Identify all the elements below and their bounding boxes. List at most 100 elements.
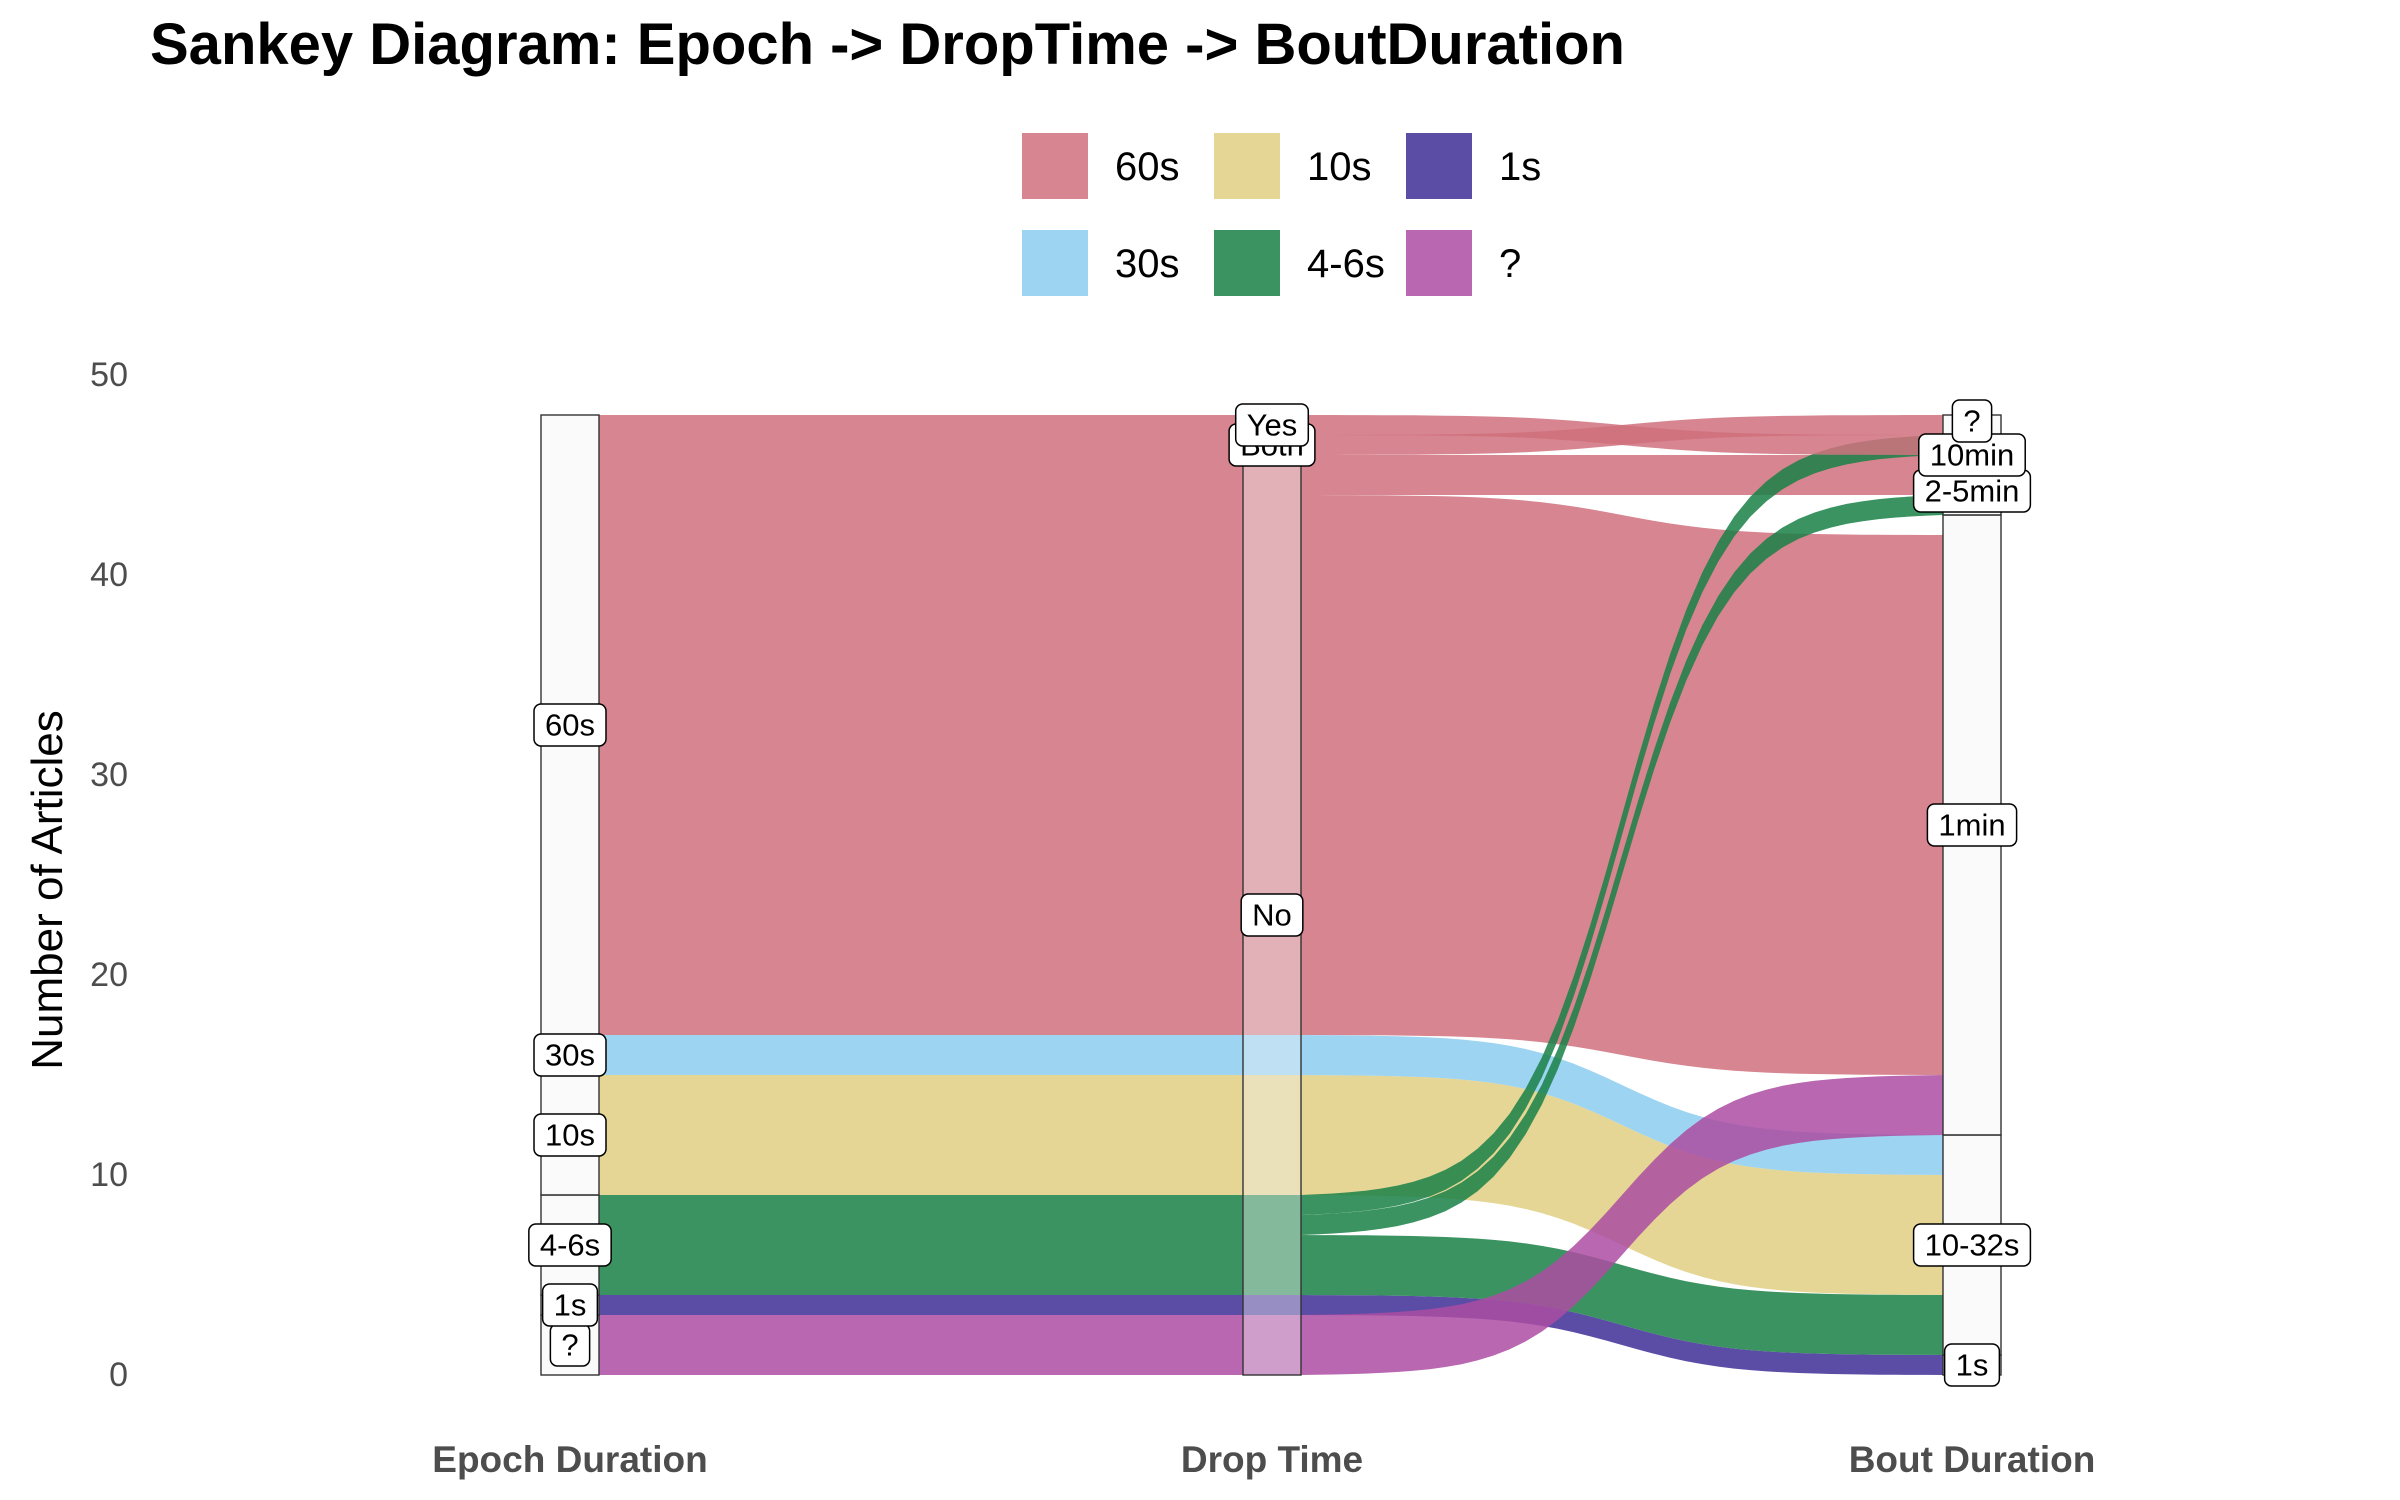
flow-60s-no-1min-through-drop bbox=[1243, 495, 1301, 1035]
chart-title: Sankey Diagram: Epoch -> DropTime -> Bou… bbox=[150, 12, 1625, 77]
y-tick-30: 30 bbox=[90, 756, 128, 794]
stage-label-bout: Bout Duration bbox=[1849, 1439, 2096, 1480]
y-tick-40: 40 bbox=[90, 556, 128, 594]
node-label-text: 10-32s bbox=[1925, 1228, 2020, 1263]
node-label-box bbox=[1912, 1223, 2032, 1267]
flow-10s-no-10-32s-through-drop bbox=[1243, 1075, 1301, 1195]
legend-label: 4-6s bbox=[1307, 242, 1385, 286]
node-label-bout-1s: 1s bbox=[1943, 1343, 2001, 1387]
legend-swatch bbox=[1214, 230, 1280, 296]
legend-item-4-6s: 4-6s bbox=[1214, 230, 1385, 296]
node-label-text: 60s bbox=[545, 708, 595, 743]
node-label-box bbox=[541, 1283, 599, 1327]
flow-4-6s-no-10-32s-left bbox=[599, 1235, 1243, 1295]
flow-60s-yes-2-5min-left bbox=[599, 415, 1243, 435]
node-label-text: 4-6s bbox=[540, 1228, 600, 1263]
legend-item-unknown: ? bbox=[1406, 230, 1521, 296]
node-label-text: 1min bbox=[1938, 808, 2005, 843]
y-tick-50: 50 bbox=[90, 356, 128, 394]
node-label-text: ? bbox=[1963, 404, 1980, 439]
node-label-epoch-4-6s: 4-6s bbox=[528, 1223, 612, 1267]
y-tick-20: 20 bbox=[90, 956, 128, 994]
flow-unknown-no-1min-through-drop bbox=[1243, 1315, 1301, 1375]
node-label-box bbox=[533, 1033, 607, 1077]
node-label-box bbox=[1240, 893, 1304, 937]
node-label-box bbox=[533, 1113, 607, 1157]
legend-label: ? bbox=[1499, 242, 1521, 286]
flow-1s-no-1s-through-drop bbox=[1243, 1295, 1301, 1315]
flow-30s-no-10-32s-through-drop bbox=[1243, 1035, 1301, 1075]
flow-60s-both-unknown-left bbox=[599, 435, 1243, 455]
flow-4-6s-no-10min-right bbox=[1301, 435, 1943, 1215]
y-tick-10: 10 bbox=[90, 1156, 128, 1194]
node-label-text: No bbox=[1252, 898, 1292, 933]
node-label-text: 10s bbox=[545, 1118, 595, 1153]
legend-swatch bbox=[1406, 133, 1472, 199]
flow-unknown-no-1min-left bbox=[599, 1315, 1243, 1375]
flow-60s-no-1min-left bbox=[599, 495, 1243, 1035]
node-label-box bbox=[1926, 803, 2018, 847]
node-label-text: 10min bbox=[1930, 438, 2014, 473]
flow-60s-yes-2-5min-right bbox=[1301, 415, 1943, 455]
legend-item-60s: 60s bbox=[1022, 133, 1180, 199]
node-label-bout-2-5min: 2-5min bbox=[1912, 469, 2032, 513]
node-label-epoch-unknown: ? bbox=[549, 1323, 591, 1367]
y-axis-ticks: 0 10 20 30 40 50 bbox=[90, 356, 128, 1394]
legend-item-30s: 30s bbox=[1022, 230, 1180, 296]
flow-4-6s-no-10-32s-through-drop bbox=[1243, 1235, 1301, 1295]
legend-item-10s: 10s bbox=[1214, 133, 1372, 199]
node-labels-layer: ?1s4-6s10s30s60sNoBothYes1s10-32s1min2-5… bbox=[528, 399, 2032, 1387]
flow-unknown-no-1min-right bbox=[1301, 1075, 1943, 1375]
node-label-epoch-1s: 1s bbox=[541, 1283, 599, 1327]
y-tick-0: 0 bbox=[109, 1356, 128, 1394]
flow-4-6s-no-10min-left bbox=[599, 1195, 1243, 1215]
legend-swatch bbox=[1022, 133, 1088, 199]
flow-4-6s-no-2-5min-left bbox=[599, 1215, 1243, 1235]
stage-labels: Epoch Duration Drop Time Bout Duration bbox=[432, 1439, 2095, 1480]
flow-4-6s-no-2-5min-right bbox=[1301, 495, 1943, 1235]
node-label-text: 30s bbox=[545, 1038, 595, 1073]
node-label-epoch-10s: 10s bbox=[533, 1113, 607, 1157]
legend-label: 1s bbox=[1499, 145, 1541, 189]
flow-10s-no-10-32s-left bbox=[599, 1075, 1243, 1195]
node-label-drop-yes: Yes bbox=[1234, 403, 1310, 447]
flow-4-6s-no-10min-through-drop bbox=[1243, 1195, 1301, 1215]
node-label-epoch-30s: 30s bbox=[533, 1033, 607, 1077]
legend-swatch bbox=[1214, 133, 1280, 199]
node-label-text: 1s bbox=[1956, 1348, 1989, 1383]
node-label-box bbox=[1943, 1343, 2001, 1387]
flows-layer bbox=[599, 415, 1943, 1375]
node-label-box bbox=[533, 703, 607, 747]
node-label-bout-10-32s: 10-32s bbox=[1912, 1223, 2032, 1267]
legend-item-1s: 1s bbox=[1406, 133, 1541, 199]
node-label-bout-unknown: ? bbox=[1951, 399, 1993, 443]
node-label-box bbox=[1951, 399, 1993, 443]
node-label-box bbox=[1234, 403, 1310, 447]
legend-swatch bbox=[1406, 230, 1472, 296]
flow-1s-no-1s-left bbox=[599, 1295, 1243, 1315]
stage-label-drop: Drop Time bbox=[1181, 1439, 1363, 1480]
node-label-text: ? bbox=[561, 1328, 578, 1363]
flow-4-6s-no-10-32s-right bbox=[1301, 1235, 1943, 1355]
node-label-box bbox=[528, 1223, 612, 1267]
legend-label: 10s bbox=[1307, 145, 1372, 189]
legend: 60s 10s 1s 30s 4-6s? bbox=[1022, 133, 1541, 296]
flow-10s-no-10-32s-right bbox=[1301, 1075, 1943, 1295]
legend-label: 30s bbox=[1115, 242, 1180, 286]
flow-4-6s-no-2-5min-through-drop bbox=[1243, 1215, 1301, 1235]
flow-60s-no-1min-right bbox=[1301, 495, 1943, 1075]
node-label-epoch-60s: 60s bbox=[533, 703, 607, 747]
legend-swatch bbox=[1022, 230, 1088, 296]
node-label-text: 2-5min bbox=[1925, 474, 2020, 509]
legend-label: 60s bbox=[1115, 145, 1180, 189]
node-label-text: Yes bbox=[1247, 408, 1298, 443]
flow-60s-no-2-5min-left bbox=[599, 455, 1243, 495]
node-label-drop-no: No bbox=[1240, 893, 1304, 937]
node-label-bout-10min: 10min bbox=[1918, 433, 2026, 477]
y-axis-title: Number of Articles bbox=[23, 710, 72, 1069]
stage-label-epoch: Epoch Duration bbox=[432, 1439, 707, 1480]
flow-30s-no-10-32s-left bbox=[599, 1035, 1243, 1075]
node-label-text: 1s bbox=[554, 1288, 587, 1323]
node-label-bout-1min: 1min bbox=[1926, 803, 2018, 847]
